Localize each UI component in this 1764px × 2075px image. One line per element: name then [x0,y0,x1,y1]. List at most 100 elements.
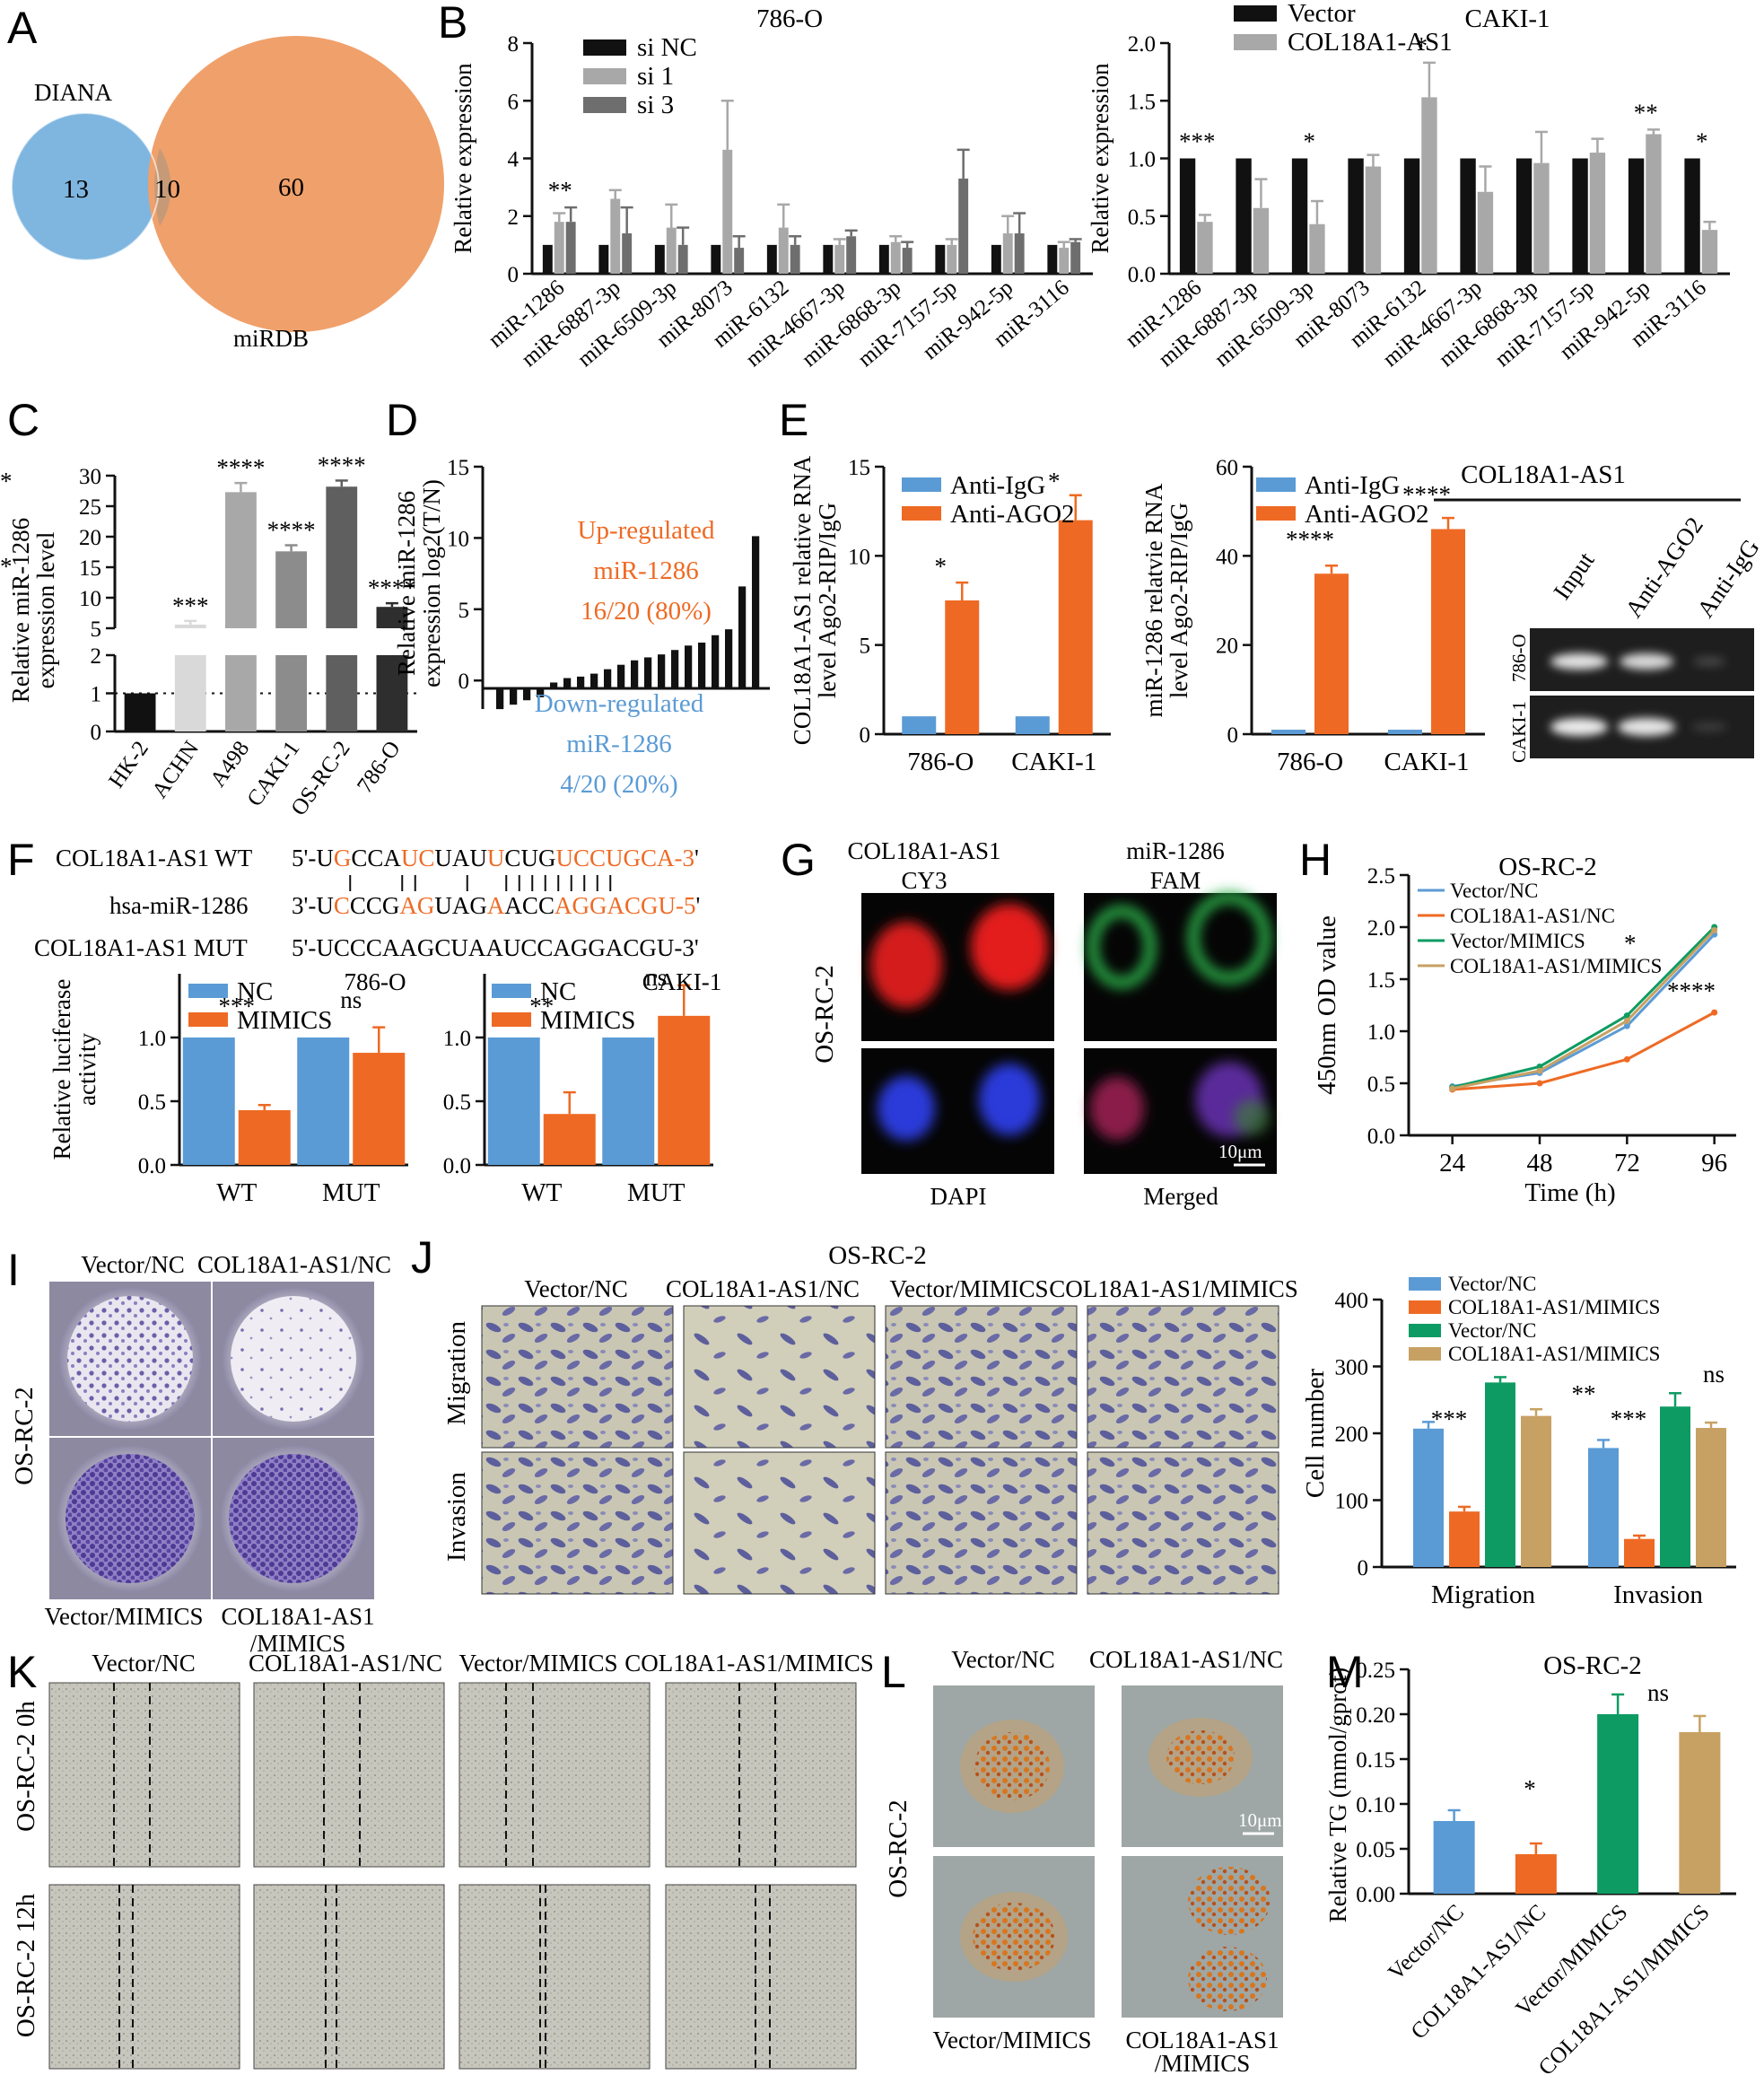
seq-letter: C [573,845,589,871]
gel-band [1550,718,1608,736]
g-col1-bottom: DAPI [930,1183,986,1210]
x-tick-label: MUT [627,1178,686,1207]
y-tick-label: 1.0 [1128,148,1156,172]
seq-letter: - [308,892,316,919]
bar [1485,1382,1515,1567]
gel-row-label-786o: 786-O [1508,634,1530,682]
seq-letter: - [674,845,682,871]
bar [834,244,845,274]
chart-e-mir1286-rip: 0 20 40 60 **** 786-O **** CAKI-1 Anti-IgGAnti-A… [1140,456,1485,776]
legend-label: si 3 [637,91,674,119]
y-tick-label: 0.5 [138,1090,166,1115]
l-bottom-label-1: Vector/MIMICS [933,2027,1092,2053]
panel-letter-j: J [411,1232,433,1283]
chart-b-caki1: 0.00.51.01.52.0miR-1286miR-6887-3pmiR-65… [1087,0,1730,372]
seq-letter: C [522,892,538,919]
legend-swatch [583,97,626,113]
panel-i: I Vector/NC COL18A1-AS1/NC OS-RC-2 Vecto… [7,1245,391,1657]
bar [1433,1821,1475,1894]
seq-letter: ' [694,845,699,871]
y-axis-label: 450nm OD value [1313,915,1341,1095]
bar [685,645,693,689]
bar [711,244,721,274]
g-green-cell [1188,892,1271,984]
venn-right-label: miRDB [233,325,309,352]
x-tick-label: WT [216,1178,257,1207]
gel-row-label-caki1: CAKI-1 [1508,701,1530,763]
legend-label: Vector/NC [1448,1319,1536,1342]
y-tick-label: 0.0 [1128,263,1156,287]
panel-letter-i: I [7,1245,20,1295]
panel-c: C 51015202530012HK-2***ACHN****A498****C… [7,395,417,820]
j-col-1: Vector/NC [524,1275,627,1302]
seq-letter: U [316,892,334,919]
i-plate-colonies [65,1454,195,1583]
k-image [665,1884,857,2070]
panel-letter-c: C [7,395,39,445]
panel-g: G COL18A1-AS1 CY3 miR-1286 FAM OS-RC-2 1… [781,835,1277,1210]
x-tick-label: CAKI-1 [1384,748,1469,776]
chart-title: OS-RC-2 [1498,853,1597,881]
seq-letter: ' [695,892,700,919]
seq-letter: C [624,892,641,919]
y-tick-label: 1.0 [138,1027,166,1051]
panel-letter-f: F [7,835,35,885]
y-tick-label: 10 [848,545,870,569]
legend-swatch [1234,5,1277,22]
venn-right-count: 60 [278,173,304,202]
chart-d-tumor-normal: 0 5 10 15 Up-regulated miR-1286 16/20 (80%) Dow… [393,456,770,799]
bar [1197,222,1213,274]
series-line [1452,1011,1716,1091]
y-tick-label: 0 [508,263,520,287]
bar [1059,248,1070,274]
legend-swatch [188,1012,228,1027]
x-axis-label: Time (h) [1524,1178,1615,1207]
i-bottom-label-2a: COL18A1-AS1 [221,1603,374,1630]
l-oil-red-images: 10μm [933,1685,1283,2018]
legend-swatch [583,68,626,84]
bar [846,236,857,274]
j-micrographs [481,1305,1279,1595]
bar [1449,1511,1480,1567]
gel-lane-anti-igg: Anti-IgG [1691,534,1764,622]
panel-letter-l: L [881,1647,906,1697]
y-tick-label: 15 [79,556,101,581]
x-tick-label: 48 [1527,1149,1553,1178]
venn-mirdb-circle [148,36,444,332]
significance-mark: **** [1667,977,1716,1004]
bar [1388,730,1422,734]
bar [1271,730,1306,734]
y-tick-label: 2.5 [1367,864,1395,889]
x-tick-label: ACHN [147,737,204,803]
x-tick-label: 96 [1701,1149,1727,1178]
bar [610,198,621,274]
k-image [665,1682,857,1868]
legend-swatch [1409,1300,1441,1314]
seq-wt: 5'-UGCCAUCUAUUCUGUCCUGCA-3' [292,845,699,871]
bar [902,248,913,274]
seq-letter: 5 [292,845,304,871]
y-tick-label: 0 [1358,1556,1369,1580]
gel-image: COL18A1-AS1 Input Anti-AGO2 Anti-IgG 786… [1434,460,1764,763]
bar [238,1109,291,1165]
bar [1348,158,1364,274]
y-axis-label: expression level [32,532,59,689]
y-axis-label: Relative expression [1087,63,1113,254]
data-point [1536,1067,1543,1074]
seq-letter: G [623,845,641,871]
l-bottom-label-2a: COL18A1-AS1 [1125,2027,1279,2053]
legend-label: Anti-AGO2 [1305,500,1429,529]
bar [698,643,706,689]
i-top-label-2: COL18A1-AS1/NC [197,1251,391,1278]
significance-mark: * [1416,32,1428,59]
seq-letter: G [641,892,659,919]
bar [1646,134,1662,274]
seq-letter: A [607,892,624,919]
y-tick-label: 5 [860,635,871,659]
gel-band [1620,653,1673,670]
i-plate-colonies [229,1454,358,1583]
g-red-cell [971,904,1048,990]
k-image [253,1682,445,1868]
seq-letter: G [382,892,400,919]
